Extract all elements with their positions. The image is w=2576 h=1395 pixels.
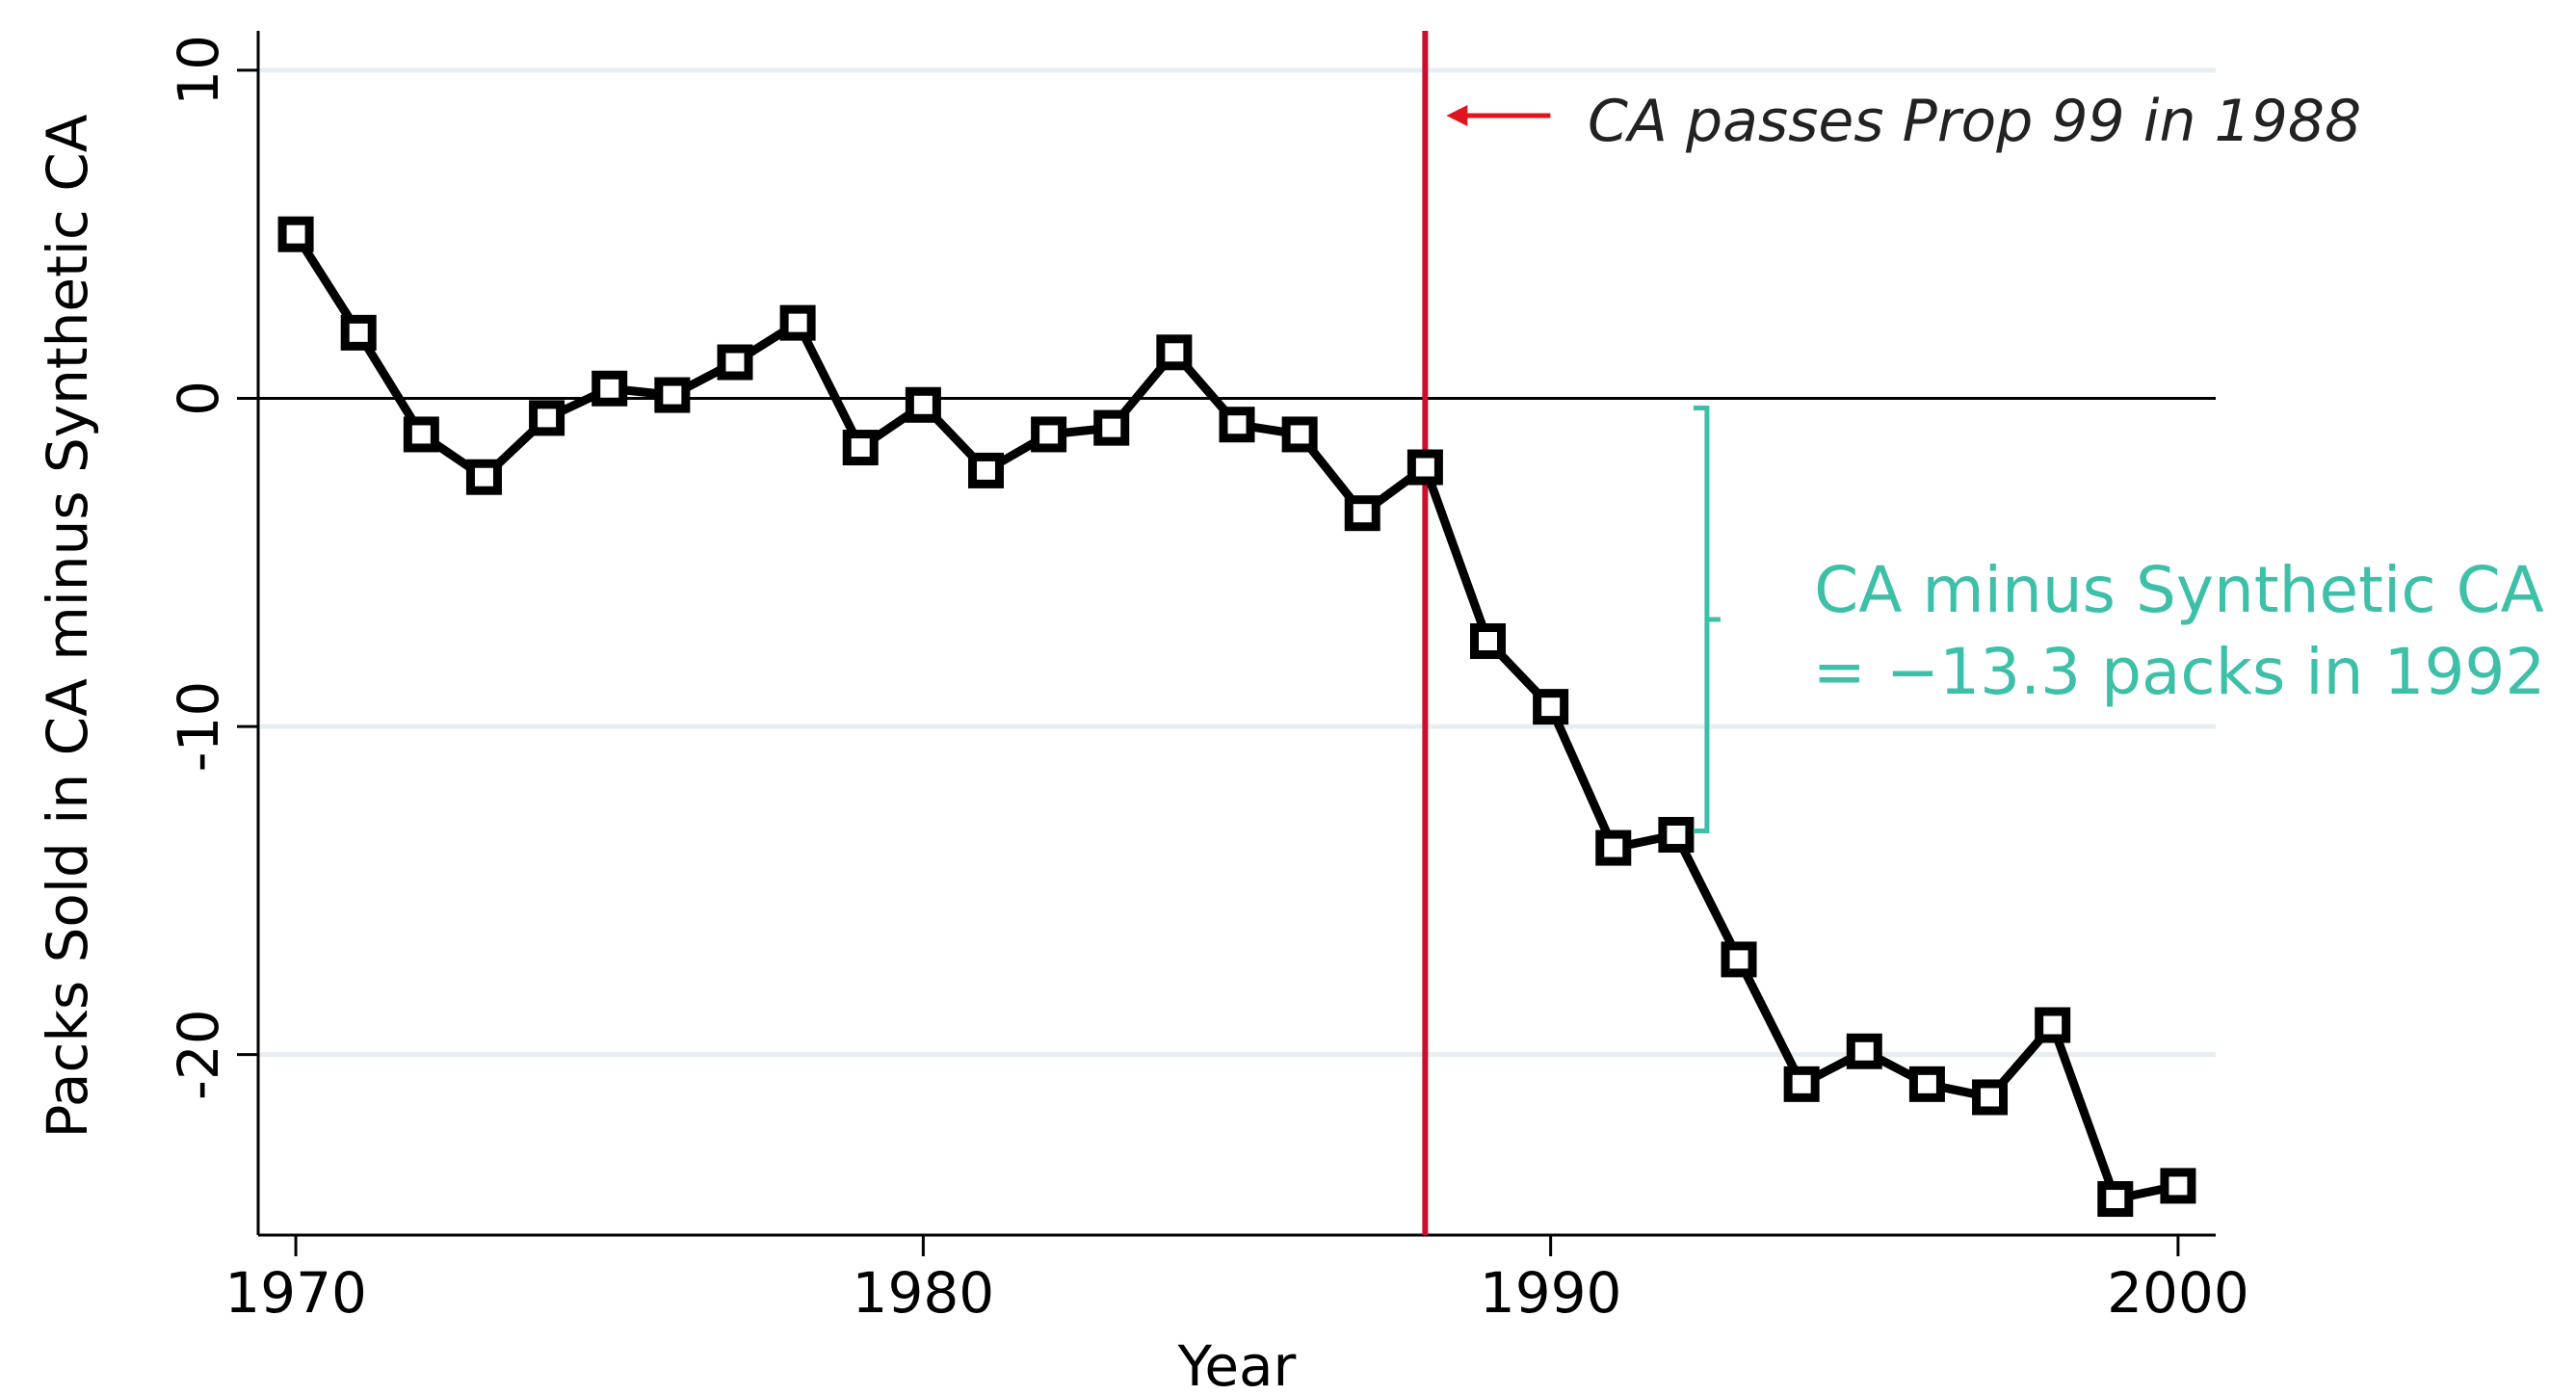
- data-point: [842, 430, 879, 466]
- data-point: [277, 216, 314, 252]
- y-tick-label: 10: [166, 35, 231, 106]
- data-point: [1846, 1033, 1882, 1069]
- data-point: [2097, 1181, 2134, 1218]
- data-point: [1721, 941, 1757, 978]
- data-point: [591, 370, 628, 407]
- data-point: [654, 377, 691, 413]
- x-tick-label: 1980: [853, 1260, 995, 1326]
- data-point: [1658, 816, 1695, 853]
- data-point: [1156, 334, 1193, 371]
- y-axis-title: Packs Sold in CA minus Synthetic CA: [35, 114, 100, 1138]
- x-tick-label: 1970: [224, 1260, 367, 1326]
- data-point: [465, 459, 502, 495]
- data-point: [1406, 449, 1443, 486]
- data-point: [2035, 1007, 2071, 1043]
- axes: [256, 31, 2216, 1237]
- data-point: [1783, 1066, 1820, 1102]
- data-point: [1972, 1079, 2009, 1116]
- data-point: [1031, 416, 1067, 453]
- markers-layer: [277, 216, 2196, 1218]
- data-point: [340, 314, 377, 351]
- arrow-head: [1446, 105, 1468, 126]
- data-point: [1093, 409, 1130, 446]
- y-tick-label: -20: [166, 1009, 231, 1100]
- data-point: [717, 344, 753, 381]
- data-point: [779, 304, 816, 341]
- data-point: [1344, 495, 1380, 532]
- data-point: [1470, 623, 1507, 660]
- y-tick-label: 0: [166, 381, 231, 416]
- annotations: Year Packs Sold in CA minus Synthetic CA…: [35, 88, 2545, 1395]
- gridlines: [258, 67, 2216, 1058]
- data-point: [1533, 689, 1569, 725]
- data-point: [1281, 416, 1318, 453]
- difference-annotation-line1: CA minus Synthetic CA: [1814, 553, 2544, 627]
- x-tick-label: 1990: [1480, 1260, 1622, 1326]
- event-annotation: CA passes Prop 99 in 1988: [1588, 88, 2361, 155]
- data-point: [905, 386, 941, 423]
- data-point: [1595, 829, 1632, 866]
- x-tick-label: 2000: [2107, 1260, 2249, 1326]
- difference-bracket: [1693, 405, 1721, 833]
- data-point: [967, 452, 1004, 488]
- data-point: [2160, 1168, 2196, 1204]
- y-tick-label: -10: [166, 681, 231, 773]
- ticks: 10 0 -10 -20 1970 1980 1990 2000: [166, 35, 2249, 1326]
- data-point: [1219, 407, 1255, 443]
- data-point: [1908, 1066, 1945, 1102]
- difference-annotation-line2: = −13.3 packs in 1992: [1813, 635, 2546, 709]
- data-point: [529, 400, 565, 436]
- x-axis-title: Year: [1177, 1333, 1297, 1395]
- data-point: [403, 416, 439, 453]
